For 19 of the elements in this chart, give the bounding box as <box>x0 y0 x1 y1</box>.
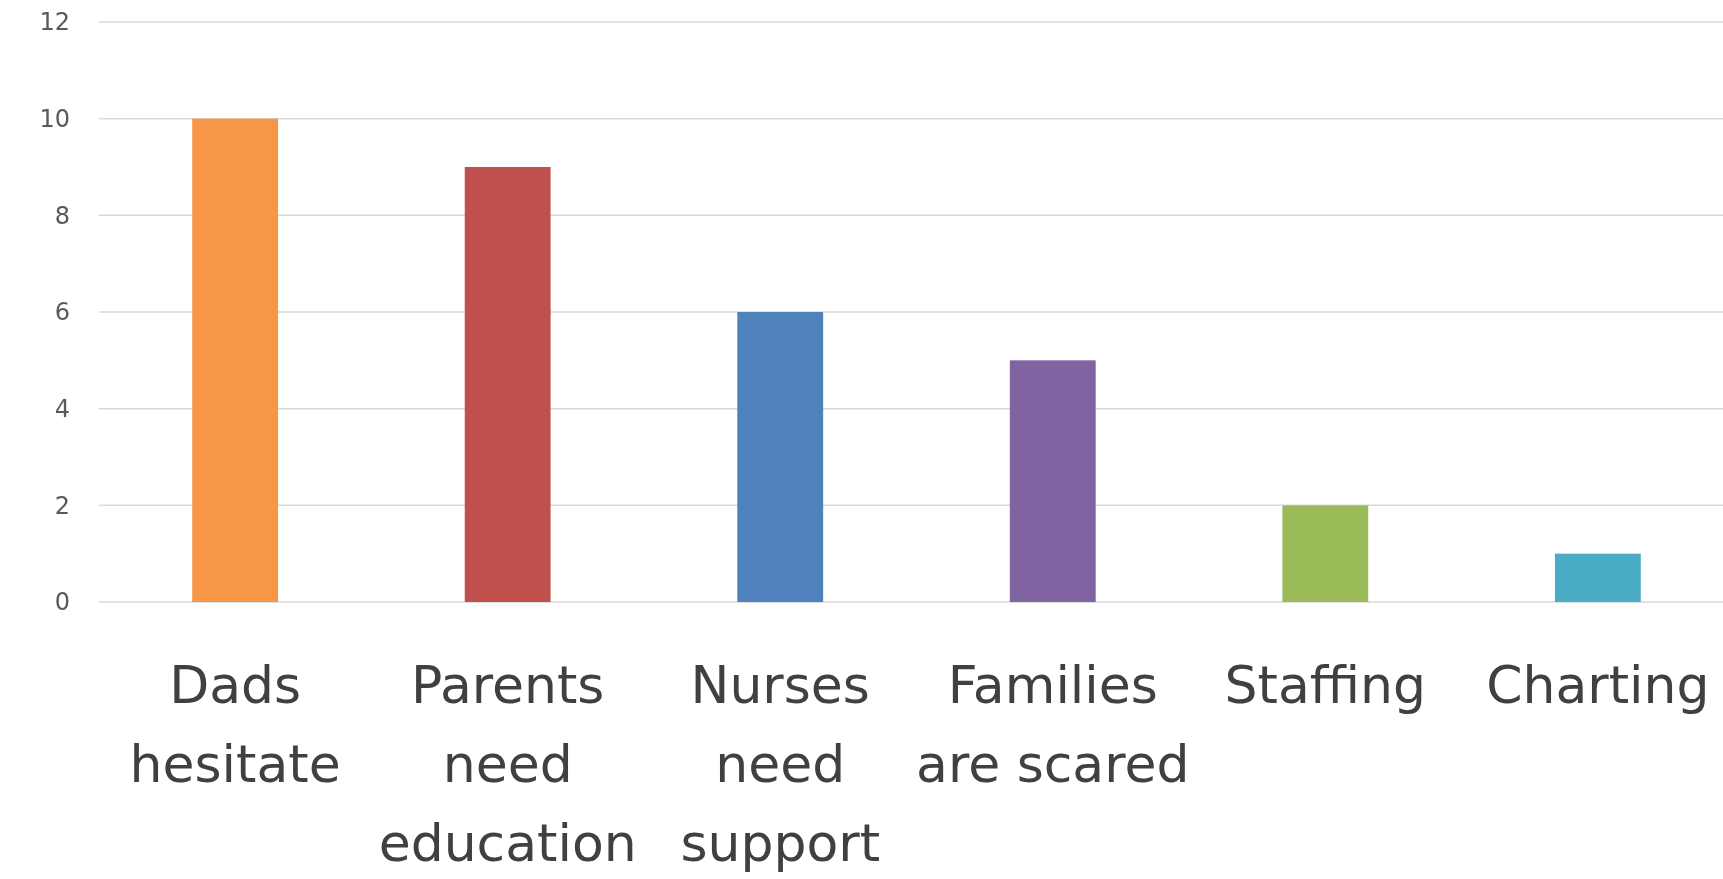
bar <box>1282 505 1369 602</box>
bar <box>192 118 279 602</box>
x-tick-label: Parents need education <box>378 655 637 873</box>
y-tick-label: 12 <box>39 8 70 37</box>
x-tick-label: Staffing <box>1224 655 1427 715</box>
bar <box>464 167 551 602</box>
x-tick-label: Dads hesitate <box>129 655 341 794</box>
bar <box>1554 553 1641 602</box>
y-tick-label: 8 <box>54 201 70 230</box>
y-tick-label: 4 <box>54 394 70 423</box>
y-tick-label: 10 <box>39 104 70 133</box>
y-tick-label: 0 <box>54 588 70 617</box>
x-tick-label: Families are scared <box>916 655 1190 794</box>
bar <box>1009 360 1096 602</box>
x-tick-label: Charting <box>1486 655 1710 715</box>
y-tick-label: 6 <box>54 298 70 327</box>
y-tick-label: 2 <box>54 491 70 520</box>
bar <box>737 312 824 602</box>
x-tick-label: Nurses need support <box>680 655 881 873</box>
